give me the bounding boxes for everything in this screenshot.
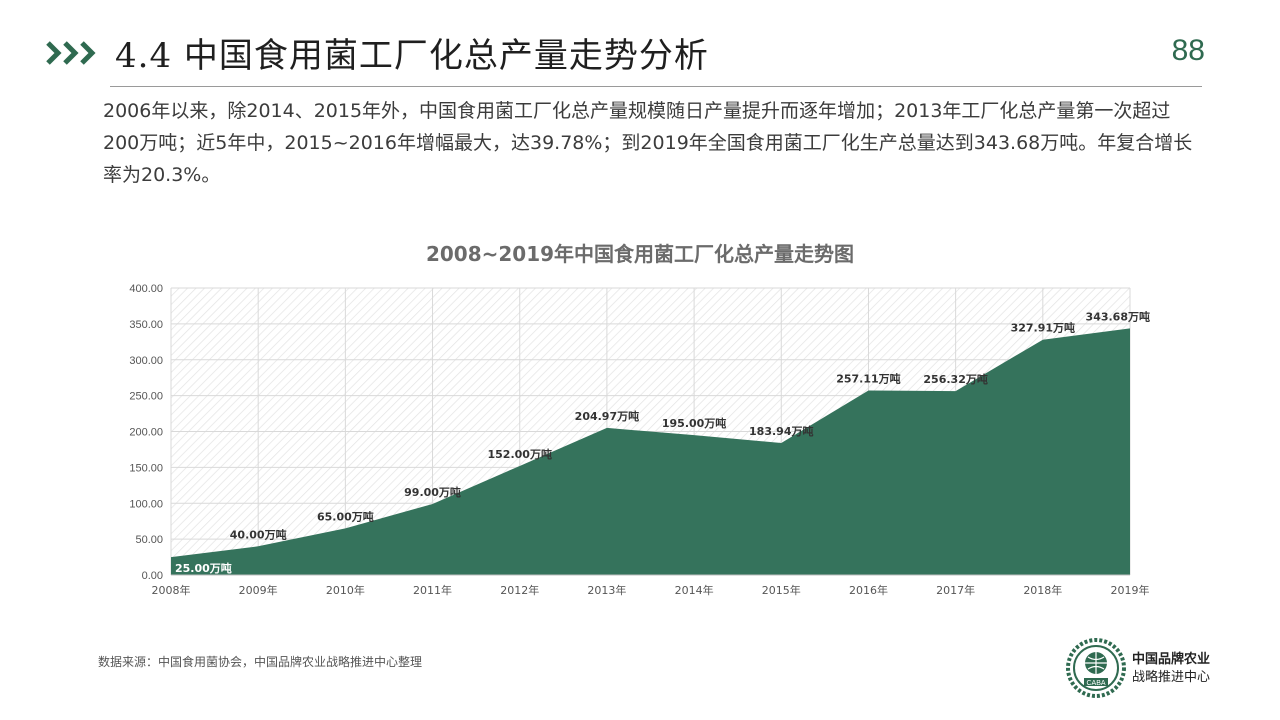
x-tick-label: 2011年 <box>413 583 452 597</box>
data-label: 343.68万吨 <box>1086 309 1150 323</box>
y-tick-label: 400.00 <box>129 283 163 295</box>
y-tick-label: 200.00 <box>129 427 163 439</box>
logo-line2: 战略推进中心 <box>1132 670 1211 685</box>
y-tick-label: 300.00 <box>129 355 163 367</box>
page-number: 88 <box>1171 34 1205 67</box>
y-tick-label: 150.00 <box>129 462 163 474</box>
data-label: 327.91万吨 <box>1011 321 1075 335</box>
x-tick-label: 2013年 <box>587 583 626 597</box>
data-label: 204.97万吨 <box>575 409 639 423</box>
x-tick-label: 2008年 <box>152 583 191 597</box>
data-label: 65.00万吨 <box>317 509 374 523</box>
x-tick-label: 2019年 <box>1111 583 1150 597</box>
data-label: 99.00万吨 <box>404 485 461 499</box>
data-source-note: 数据来源：中国食用菌协会，中国品牌农业战略推进中心整理 <box>98 655 423 669</box>
data-label: 257.11万吨 <box>836 372 900 386</box>
data-label: 256.32万吨 <box>923 372 987 386</box>
y-tick-label: 250.00 <box>129 391 163 403</box>
data-label: 40.00万吨 <box>230 527 287 541</box>
logo-text: 中国品牌农业 战略推进中心 <box>1132 651 1210 687</box>
x-tick-label: 2010年 <box>326 583 365 597</box>
page-title: 4.4 中国食用菌工厂化总产量走势分析 <box>115 36 709 76</box>
data-label: 183.94万吨 <box>749 424 813 438</box>
logo-line1: 中国品牌农业 <box>1132 652 1211 667</box>
chart-title: 2008~2019年中国食用菌工厂化总产量走势图 <box>425 242 855 266</box>
x-tick-label: 2009年 <box>239 583 278 597</box>
x-tick-label: 2016年 <box>849 583 888 597</box>
y-tick-label: 0.00 <box>142 570 163 582</box>
intro-paragraph: 2006年以来，除2014、2015年外，中国食用菌工厂化总产量规模随日产量提升… <box>103 100 1193 186</box>
x-tick-label: 2015年 <box>762 583 801 597</box>
caba-logo: CABA <box>1066 638 1126 698</box>
y-tick-label: 50.00 <box>135 534 163 546</box>
header-divider <box>110 86 1202 87</box>
x-tick-label: 2017年 <box>936 583 975 597</box>
data-label: 152.00万吨 <box>488 447 552 461</box>
x-tick-label: 2014年 <box>675 583 714 597</box>
data-label: 195.00万吨 <box>662 416 726 430</box>
x-tick-label: 2018年 <box>1023 583 1062 597</box>
x-tick-label: 2012年 <box>500 583 539 597</box>
logo-mark-text: CABA <box>1086 680 1105 687</box>
page-header: 4.4 中国食用菌工厂化总产量走势分析 88 <box>45 28 1205 78</box>
y-tick-label: 100.00 <box>129 498 163 510</box>
production-area-series <box>171 328 1130 575</box>
y-tick-label: 350.00 <box>129 319 163 331</box>
data-label: 25.00万吨 <box>175 561 232 575</box>
chevrons-icon <box>46 41 96 65</box>
